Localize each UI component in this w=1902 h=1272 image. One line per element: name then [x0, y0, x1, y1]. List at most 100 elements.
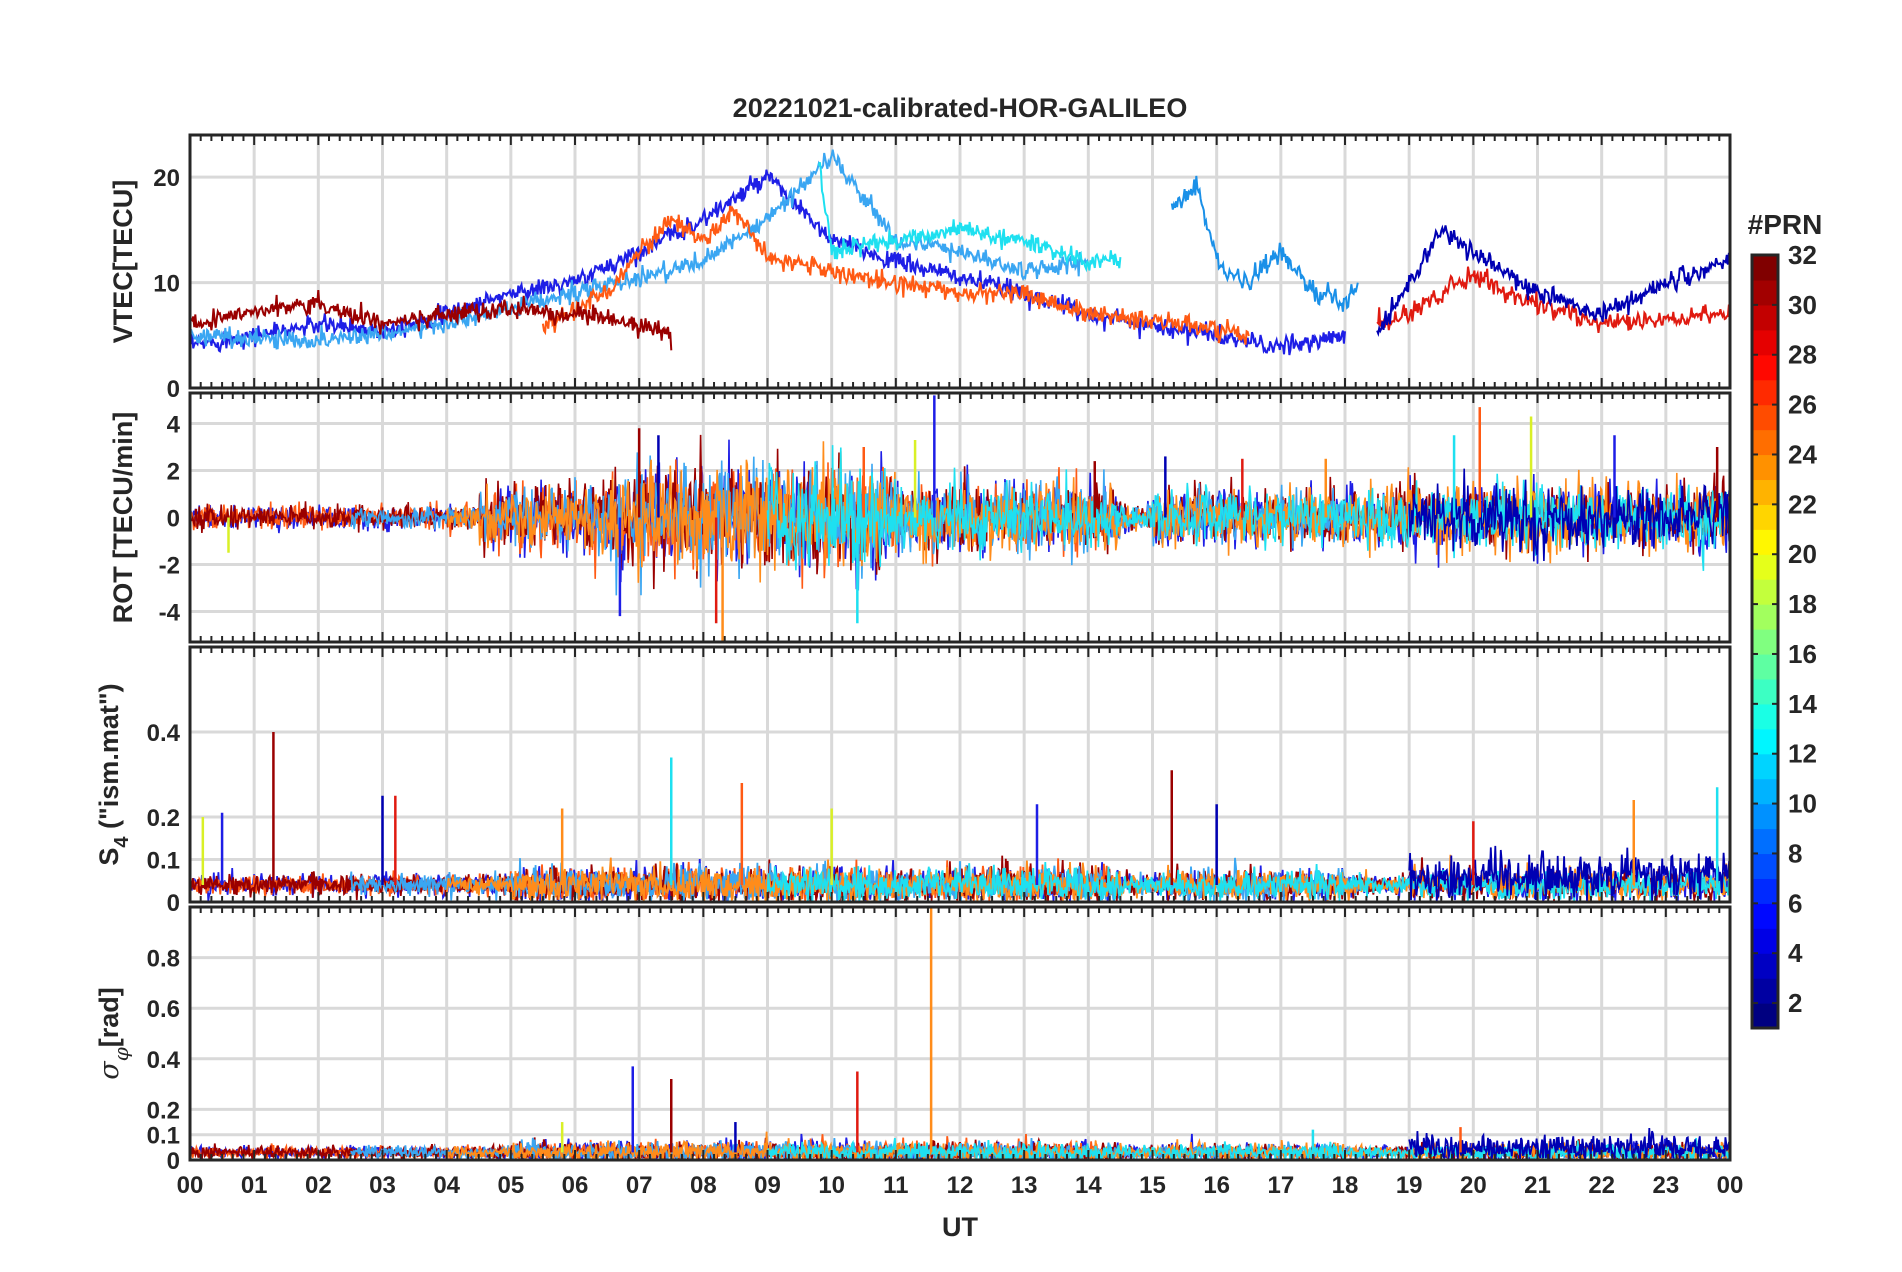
colorbar-segment	[1752, 329, 1778, 356]
y-tick-label: 0	[167, 1148, 180, 1175]
vtec-series-line	[1376, 224, 1730, 337]
x-tick-label: 08	[690, 1172, 717, 1199]
colorbar-segment	[1752, 853, 1778, 879]
x-tick-label: 07	[626, 1172, 653, 1199]
panel-vtec: 0 10 20 VTEC[TECU]	[108, 133, 1732, 403]
y-tick-label: -4	[159, 599, 181, 626]
x-tick-label: 06	[562, 1172, 589, 1199]
series-line	[446, 441, 1730, 583]
y-tick-label: 0.1	[147, 1123, 180, 1150]
y-tick-label: 0.1	[147, 848, 180, 875]
colorbar-segment	[1752, 728, 1778, 755]
y-tick-label: 2	[167, 459, 180, 486]
x-tick-label: 20	[1460, 1172, 1487, 1199]
colorbar-segment	[1752, 304, 1778, 331]
colorbar-segment	[1752, 1003, 1778, 1029]
colorbar-segment	[1752, 629, 1778, 655]
x-tick-label: 18	[1332, 1172, 1359, 1199]
series-line	[1408, 468, 1730, 562]
colorbar-segment	[1752, 878, 1778, 904]
y-tick-label: 0.4	[147, 720, 181, 747]
x-tick-label: 12	[947, 1172, 974, 1199]
panel-sigma_phi: 00.10.2 0.4 0.6 0.8 σφ[rad] 00 01 02 03 04 05 06 07 0…	[94, 905, 1743, 1199]
series-group	[190, 149, 1730, 356]
x-tick-label: 02	[305, 1172, 332, 1199]
y-tick-label: 0.8	[147, 946, 180, 973]
colorbar-segment	[1752, 579, 1778, 605]
colorbar-tick-label: 24	[1788, 439, 1817, 469]
colorbar-segment	[1752, 604, 1778, 630]
colorbar-frame	[1750, 253, 1780, 1030]
colorbar-tick-label: 14	[1788, 689, 1817, 719]
colorbar-tick-label: 22	[1788, 489, 1817, 519]
x-tick-label: 19	[1396, 1172, 1423, 1199]
x-tick-label: 00	[177, 1172, 204, 1199]
y-tick-label: 0.4	[147, 1047, 181, 1074]
colorbar-segment	[1752, 778, 1778, 805]
y-tick-label: 20	[153, 165, 180, 192]
y-tick-label: 10	[153, 271, 180, 298]
colorbar-tick-label: 26	[1788, 390, 1817, 420]
vtec-series-line	[1170, 175, 1359, 312]
colorbar-tick-label: 12	[1788, 739, 1817, 769]
y-axis-label: σφ[rad]	[94, 987, 133, 1079]
colorbar-segment	[1752, 903, 1778, 929]
colorbar-segment	[1752, 454, 1778, 481]
colorbar-segment	[1752, 279, 1778, 306]
y-axis-label: S4 ("ism.mat")	[94, 683, 133, 865]
x-tick-label: 23	[1652, 1172, 1679, 1199]
colorbar-tick-label: 18	[1788, 589, 1817, 619]
colorbar-tick-label: 32	[1788, 240, 1817, 270]
y-tick-label: 0	[167, 376, 180, 403]
colorbar-segment	[1752, 928, 1778, 954]
colorbar-segment	[1752, 653, 1778, 680]
colorbar-segment	[1752, 354, 1778, 381]
x-tick-label: 03	[369, 1172, 396, 1199]
colorbar-segment	[1752, 255, 1778, 281]
colorbar-tick-label: 30	[1788, 290, 1817, 320]
colorbar-segment	[1752, 953, 1778, 979]
panel-s4: 0 0.1 0.2 0.4 S4 ("ism.mat")	[94, 645, 1732, 917]
x-tick-label: 05	[497, 1172, 524, 1199]
colorbar-segment	[1752, 404, 1778, 431]
x-tick-label: 15	[1139, 1172, 1166, 1199]
colorbar-tick-label: 28	[1788, 340, 1817, 370]
x-tick-label: 10	[818, 1172, 845, 1199]
colorbar-segment	[1752, 703, 1778, 730]
x-tick-label: 11	[883, 1172, 908, 1199]
x-tick-label: 13	[1011, 1172, 1038, 1199]
x-tick-label: 16	[1203, 1172, 1230, 1199]
y-tick-label: 0.6	[147, 996, 180, 1023]
vtec-series-line	[817, 161, 1122, 273]
vtec-series-line	[190, 149, 1090, 350]
colorbar-tick-label: 16	[1788, 639, 1817, 669]
colorbar-tick-label: 4	[1788, 938, 1803, 968]
colorbar-tick-label: 10	[1788, 789, 1817, 819]
series-line	[1408, 1127, 1730, 1160]
colorbar-segment	[1752, 803, 1778, 830]
colorbar-segment	[1752, 753, 1778, 780]
colorbar: 32 30 28 26 24 22 20 18 16 14 12 10 8 6 4 2	[1750, 240, 1817, 1030]
y-axis-label: ROT [TECU/min]	[108, 412, 138, 623]
colorbar-segment	[1752, 529, 1778, 555]
colorbar-segment	[1752, 554, 1778, 580]
x-tick-label: 09	[754, 1172, 781, 1199]
series-line	[1408, 845, 1730, 902]
colorbar-segment	[1752, 828, 1778, 855]
colorbar-tick-label: 8	[1788, 838, 1802, 868]
x-tick-label: 01	[241, 1172, 268, 1199]
y-tick-label: 0.2	[147, 1097, 180, 1124]
vtec-series-line	[1376, 266, 1730, 334]
y-tick-label: 0	[167, 506, 180, 533]
series-group	[190, 732, 1730, 902]
colorbar-tick-label: 20	[1788, 539, 1817, 569]
x-tick-label: 21	[1524, 1172, 1551, 1199]
vtec-series-line	[541, 205, 1250, 345]
y-tick-label: 4	[167, 412, 181, 439]
x-tick-label: 17	[1267, 1172, 1294, 1199]
x-tick-label: 14	[1075, 1172, 1102, 1199]
x-tick-label: 04	[433, 1172, 460, 1199]
colorbar-tick-label: 6	[1788, 888, 1802, 918]
